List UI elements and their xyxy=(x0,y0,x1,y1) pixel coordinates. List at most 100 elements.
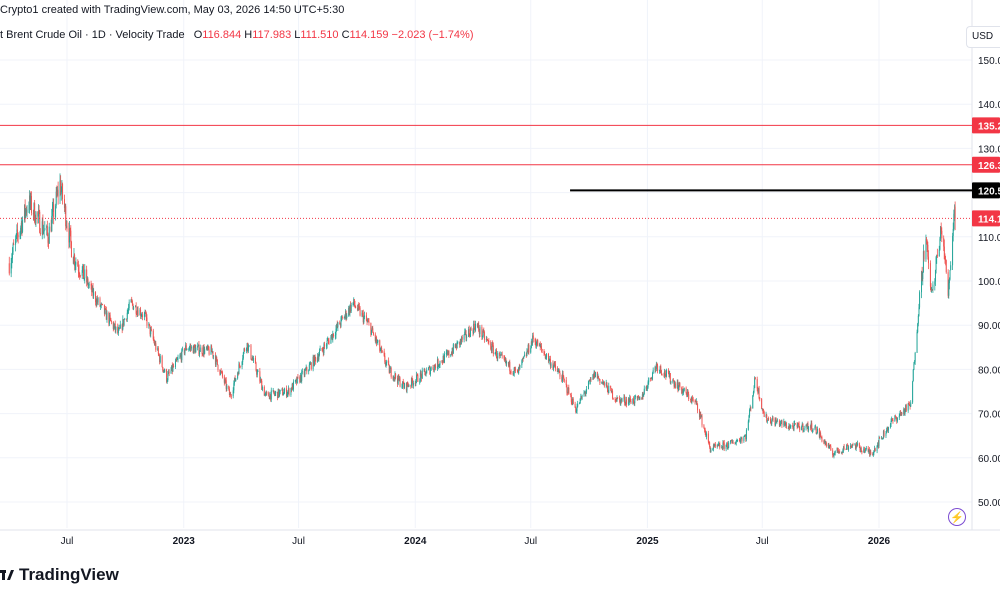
candle-body xyxy=(268,396,270,400)
candle-body xyxy=(212,351,214,357)
currency-selector[interactable]: USD xyxy=(966,26,1000,48)
candle-body xyxy=(842,446,844,451)
candle-body xyxy=(686,391,688,397)
candle-body xyxy=(220,370,222,372)
candle-body xyxy=(918,307,920,316)
candle-body xyxy=(228,386,230,390)
candle-body xyxy=(140,309,142,316)
candle-body xyxy=(570,395,572,402)
candle-body xyxy=(384,355,386,363)
candle-body xyxy=(412,381,414,386)
candle-body xyxy=(436,359,438,369)
candle-body xyxy=(896,418,898,422)
candle-body xyxy=(133,307,135,310)
candle-body xyxy=(643,388,645,395)
candle-body xyxy=(321,348,323,350)
candle-body xyxy=(781,420,783,426)
candle-body xyxy=(403,383,405,388)
candle-body xyxy=(122,319,124,330)
candle-body xyxy=(565,380,567,386)
candle-body xyxy=(296,376,298,384)
candle-body xyxy=(468,329,470,337)
candle-body xyxy=(197,345,199,348)
candle-body xyxy=(285,388,287,397)
x-tick-label: Jul xyxy=(524,536,537,547)
candle-body xyxy=(343,317,345,319)
candle-body xyxy=(709,447,711,453)
candle-body xyxy=(171,365,173,371)
tradingview-logo[interactable]: TradingView xyxy=(0,565,119,585)
candle-body xyxy=(291,388,293,391)
candle-body xyxy=(47,234,49,243)
candle-body xyxy=(909,405,911,407)
candle-body xyxy=(517,370,519,374)
candle-body xyxy=(605,382,607,386)
candle-body xyxy=(448,351,450,357)
candle-body xyxy=(927,256,929,264)
candle-body xyxy=(344,311,346,316)
candle-body xyxy=(629,397,631,403)
candle-body xyxy=(783,421,785,426)
candle-body xyxy=(192,346,194,354)
candle-body xyxy=(63,199,65,209)
candle-body xyxy=(368,321,370,323)
candle-body xyxy=(74,254,76,266)
candle-body xyxy=(90,284,92,286)
candle-body xyxy=(323,344,325,354)
candle-body xyxy=(663,374,665,376)
close-label: C xyxy=(341,29,350,41)
candle-body xyxy=(81,269,83,276)
candle-body xyxy=(552,363,554,369)
candle-body xyxy=(603,381,605,386)
candle-body xyxy=(672,380,674,382)
candle-body xyxy=(143,313,145,317)
candle-body xyxy=(730,440,732,441)
candle-body xyxy=(621,399,623,401)
candle-body xyxy=(849,445,851,448)
candle-body xyxy=(207,345,209,349)
candle-body xyxy=(777,420,778,422)
candle-body xyxy=(926,239,928,241)
y-tick-label: 70.00 xyxy=(978,410,1000,421)
candle-body xyxy=(371,329,372,335)
candle-body xyxy=(336,324,338,328)
candle-body xyxy=(296,379,298,384)
candle-body xyxy=(11,258,13,264)
candle-body xyxy=(371,328,373,330)
candle-body xyxy=(452,344,454,354)
lightning-icon[interactable]: ⚡ xyxy=(948,508,966,526)
candle-body xyxy=(185,345,187,351)
candle-body xyxy=(848,447,850,450)
candle-body xyxy=(723,442,725,444)
candle-body xyxy=(70,241,72,258)
candle-body xyxy=(865,448,867,449)
candle-body xyxy=(526,351,528,356)
candle-body xyxy=(292,381,294,390)
candle-body xyxy=(388,360,390,365)
symbol-name[interactable]: t Brent Crude Oil · 1D · Velocity Trade xyxy=(0,29,185,41)
candle-body xyxy=(265,392,267,394)
candle-body xyxy=(683,390,685,393)
candle-body xyxy=(10,263,12,274)
candle-body xyxy=(754,377,756,388)
y-tick-label: 90.00 xyxy=(978,321,1000,332)
candle-body xyxy=(168,371,169,374)
candle-body xyxy=(519,365,521,368)
candle-body xyxy=(447,352,449,355)
candle-body xyxy=(612,398,614,400)
candle-body xyxy=(868,449,870,452)
candle-body xyxy=(575,411,577,412)
candle-body xyxy=(615,400,617,402)
candle-body xyxy=(801,426,803,431)
candle-body xyxy=(677,382,679,391)
candle-body xyxy=(299,377,301,382)
candle-body xyxy=(676,382,678,388)
candle-body xyxy=(512,373,514,374)
candle-body xyxy=(438,364,440,366)
candle-body xyxy=(389,368,391,373)
candle-body xyxy=(344,315,346,319)
candle-body xyxy=(96,299,98,303)
candle-body xyxy=(748,415,750,422)
candle-body xyxy=(891,418,893,421)
